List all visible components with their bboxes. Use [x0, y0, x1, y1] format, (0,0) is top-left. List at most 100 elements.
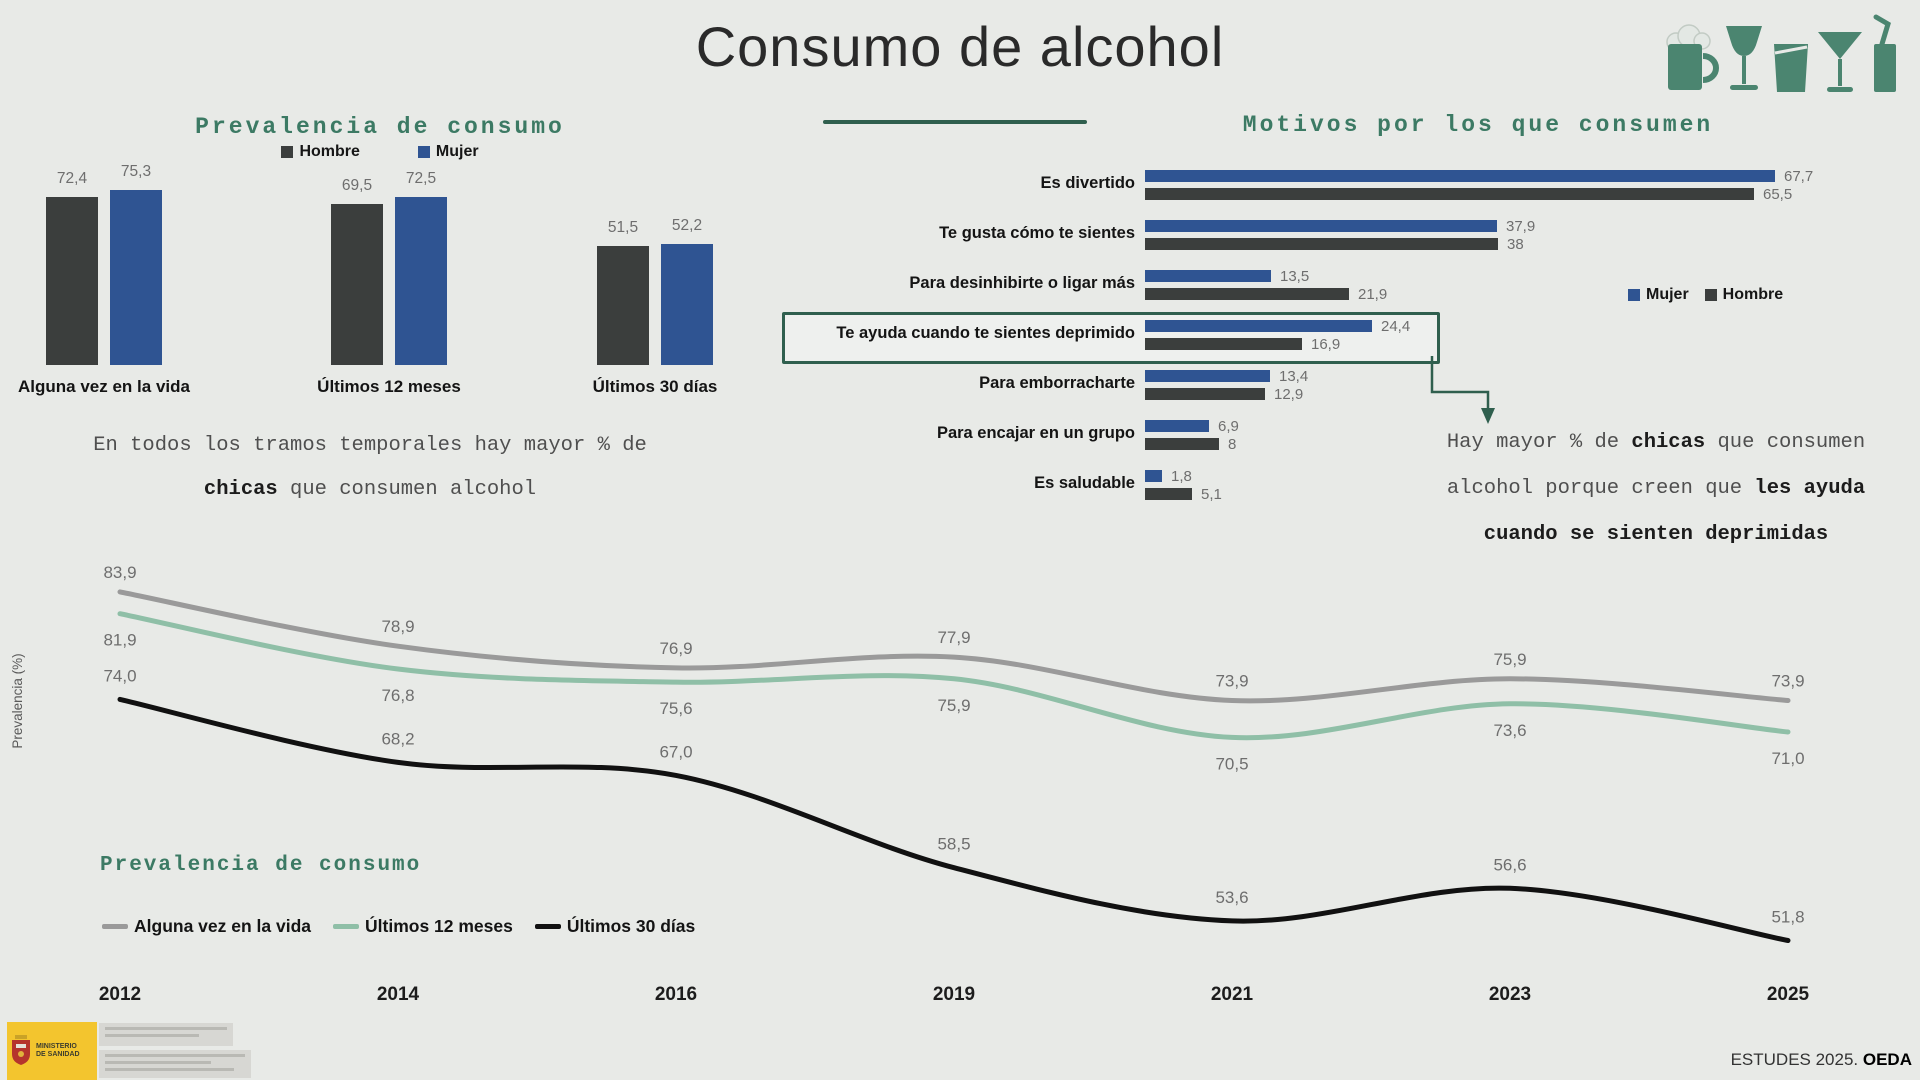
logo-subtext-block [99, 1050, 251, 1078]
trend-point-label: 83,9 [103, 563, 136, 582]
beer-mug-icon [1666, 24, 1719, 90]
trend-line-1 [117, 589, 1791, 704]
source-credit: ESTUDES 2025. OEDA [1690, 1050, 1912, 1070]
motive-value-label: 38 [1507, 236, 1524, 253]
trend-point-label: 56,6 [1493, 855, 1526, 874]
motive-label: Para encajar en un grupo [936, 424, 1135, 442]
note-line2-rest: que consumen alcohol [277, 478, 537, 501]
bar-hombre-1 [46, 197, 98, 365]
bar-category-label: Alguna vez en la vida [18, 377, 190, 396]
trend-point-label: 51,8 [1771, 908, 1804, 927]
source-org: OEDA [1862, 1050, 1912, 1069]
x-tick-2021: 2021 [1210, 984, 1254, 1005]
x-tick-2016: 2016 [654, 984, 698, 1005]
note-line2-bold: chicas [203, 478, 278, 501]
bar-value-label: 52,2 [671, 217, 703, 234]
motive-value-label: 24,4 [1381, 318, 1411, 335]
source-study: ESTUDES 2025. [1730, 1050, 1859, 1069]
trend-legend-item: Últimos 30 días [534, 916, 696, 937]
motive-value-label: 5,1 [1201, 486, 1222, 503]
bar-hombre-3 [597, 246, 649, 365]
page-title: Consumo de alcohol [695, 15, 1225, 78]
x-tick-2019: 2019 [932, 984, 976, 1005]
x-tick-2023: 2023 [1488, 984, 1532, 1005]
trend-point-label: 77,9 [937, 628, 970, 647]
annotation-line3: cuando se sienten deprimidas [1392, 512, 1920, 558]
trend-point-label: 73,9 [1771, 672, 1804, 691]
x-tick-2014: 2014 [376, 984, 420, 1005]
trend-point-label: 75,9 [937, 696, 970, 715]
trend-point-label: 73,6 [1493, 721, 1526, 740]
trend-point-label: 53,6 [1215, 888, 1248, 907]
motives-legend: Mujer Hombre [1628, 286, 1783, 304]
motive-bar-hombre-4 [1145, 338, 1302, 350]
motive-bar-mujer-5 [1145, 370, 1270, 382]
motive-value-label: 1,8 [1171, 468, 1192, 485]
hombre-legend-label: Hombre [299, 143, 360, 160]
x-tick-2012: 2012 [98, 984, 142, 1005]
motive-label: Es divertido [1040, 174, 1135, 192]
motives-heading: Motivos por los que consumen [1242, 112, 1714, 138]
mujer-legend-label: Mujer [435, 143, 479, 160]
motives-annotation: Hay mayor % de chicas que consumen alcoh… [1392, 420, 1920, 558]
bar-category-label: Últimos 12 meses [317, 377, 461, 396]
motives-bar-plot: Es divertido 67,7 65,5 Te gusta cómo te sie… [770, 140, 1920, 510]
motive-value-label: 21,9 [1358, 286, 1388, 303]
motive-value-label: 8 [1228, 436, 1237, 453]
legend-item-hombre: Hombre [281, 143, 360, 161]
hombre-swatch-icon [281, 146, 294, 158]
motive-value-label: 16,9 [1311, 336, 1341, 353]
motive-bar-mujer-4 [1145, 320, 1372, 332]
prevalence-bar-plot: 72,4 75,3 Alguna vez en la vida 69,5 72,5 Últ… [18, 163, 730, 396]
trend-point-label: 58,5 [937, 835, 970, 854]
annotation-line1: Hay mayor % de chicas que consumen [1392, 420, 1920, 466]
legend-swatch-icon [102, 924, 128, 929]
bar-value-label: 51,5 [607, 219, 639, 236]
trend-point-label: 76,8 [381, 686, 414, 705]
motive-label: Te gusta cómo te sientes [939, 224, 1135, 242]
motive-label: Es saludable [1034, 474, 1135, 492]
trend-legend: Alguna vez en la vida Últimos 12 meses Últ… [102, 916, 695, 937]
bar-hombre-2 [331, 204, 383, 365]
motive-value-label: 13,4 [1279, 368, 1309, 385]
trend-point-label: 78,9 [381, 617, 414, 636]
trend-legend-item: Alguna vez en la vida [102, 916, 311, 937]
prevalence-legend: Hombre Mujer [30, 143, 730, 161]
motive-bar-hombre-2 [1145, 238, 1498, 250]
bar-value-label: 75,3 [120, 163, 152, 180]
prevalence-note: En todos los tramos temporales hay mayor… [40, 424, 700, 512]
martini-glass-icon [1818, 32, 1862, 92]
wine-glass-icon [1726, 26, 1762, 90]
bar-value-label: 72,4 [56, 170, 88, 187]
trend-point-label: 71,0 [1771, 749, 1804, 768]
motive-bar-hombre-7 [1145, 488, 1192, 500]
motive-value-label: 13,5 [1280, 268, 1310, 285]
motive-bar-mujer-3 [1145, 270, 1271, 282]
tumbler-glass-icon [1774, 44, 1808, 92]
trend-point-label: 70,5 [1215, 754, 1248, 773]
note-line2: chicas que consumen alcohol [40, 468, 700, 512]
logo-subtext-block [99, 1023, 233, 1046]
motive-label: Te ayuda cuando te sientes deprimido [836, 324, 1135, 342]
motive-bar-mujer-2 [1145, 220, 1497, 232]
legend-item-hombre: Hombre [1704, 286, 1783, 304]
trend-point-label: 75,6 [659, 699, 692, 718]
annotation-line1-a: Hay mayor % de [1446, 431, 1632, 454]
trend-line-3 [117, 696, 1791, 943]
motive-bar-hombre-1 [1145, 188, 1754, 200]
trend-x-axis: 2012 2014 2016 2019 2021 2023 2025 [0, 984, 1920, 1014]
legend-item-mujer: Mujer [417, 143, 479, 161]
bar-value-label: 72,5 [405, 170, 437, 187]
note-line1: En todos los tramos temporales hay mayor… [40, 424, 700, 468]
trend-point-label: 67,0 [659, 742, 692, 761]
motive-value-label: 6,9 [1218, 418, 1239, 435]
motive-bar-mujer-7 [1145, 470, 1162, 482]
trend-heading: Prevalencia de consumo [100, 854, 422, 877]
title-divider [823, 120, 1087, 124]
hombre-swatch-icon [1704, 289, 1717, 301]
ministry-label: MINISTERIO DE SANIDAD [36, 1043, 80, 1058]
trend-legend-label: Últimos 30 días [566, 916, 696, 936]
drink-icons [1666, 14, 1896, 92]
annotation-line1-c: que consumen [1705, 431, 1866, 454]
mujer-swatch-icon [417, 146, 430, 158]
